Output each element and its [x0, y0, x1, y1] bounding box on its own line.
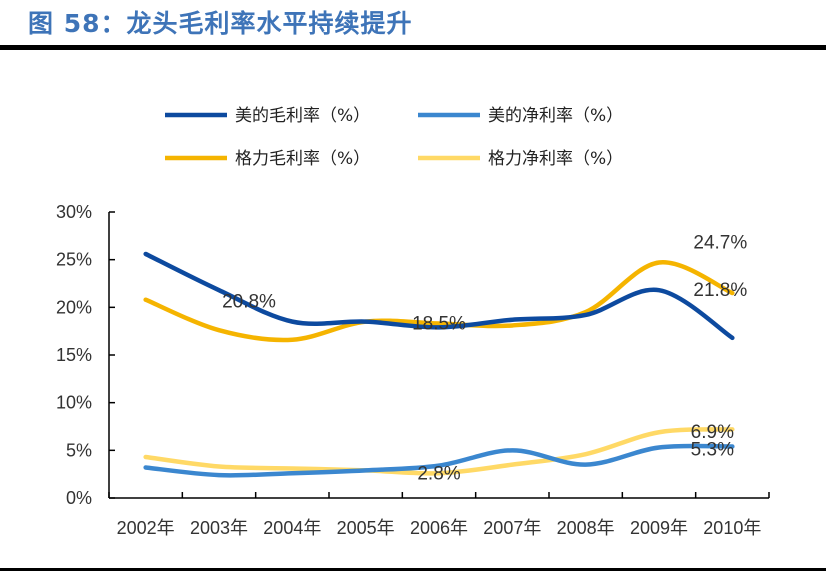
y-tick-label: 0% [66, 488, 92, 508]
x-tick-label: 2009年 [630, 518, 688, 538]
x-tick-label: 2002年 [117, 518, 175, 538]
data-label: 6.9% [691, 422, 734, 443]
legend-label: 美的净利率（%） [488, 106, 623, 126]
data-label: 18.5% [412, 314, 466, 335]
figure-title: 图 58：龙头毛利率水平持续提升 [28, 9, 413, 38]
data-label: 21.8% [693, 280, 747, 301]
legend-label: 美的毛利率（%） [235, 106, 370, 126]
x-tick-label: 2007年 [483, 518, 541, 538]
x-tick-label: 2006年 [410, 518, 468, 538]
series-line-3 [143, 427, 735, 476]
legend-label: 格力净利率（%） [488, 149, 623, 169]
y-tick-label: 15% [56, 345, 92, 365]
data-label: 20.8% [222, 292, 276, 313]
y-tick-label: 25% [56, 250, 92, 270]
x-tick-label: 2005年 [337, 518, 395, 538]
series-line-2 [143, 260, 735, 343]
y-tick-label: 30% [56, 202, 92, 222]
x-tick-label: 2004年 [263, 518, 321, 538]
series-line-1 [143, 443, 735, 478]
data-label: 2.8% [417, 463, 460, 484]
y-tick-label: 5% [66, 440, 92, 460]
x-tick-label: 2008年 [557, 518, 615, 538]
bottom-divider [0, 568, 826, 571]
legend-label: 格力毛利率（%） [235, 149, 370, 169]
y-tick-label: 20% [56, 297, 92, 317]
top-divider [0, 45, 826, 50]
data-label: 24.7% [693, 233, 747, 254]
data-label: 5.3% [691, 439, 734, 460]
series-line-0 [143, 251, 735, 341]
y-tick-label: 10% [56, 393, 92, 413]
x-tick-label: 2010年 [703, 518, 761, 538]
x-tick-label: 2003年 [190, 518, 248, 538]
